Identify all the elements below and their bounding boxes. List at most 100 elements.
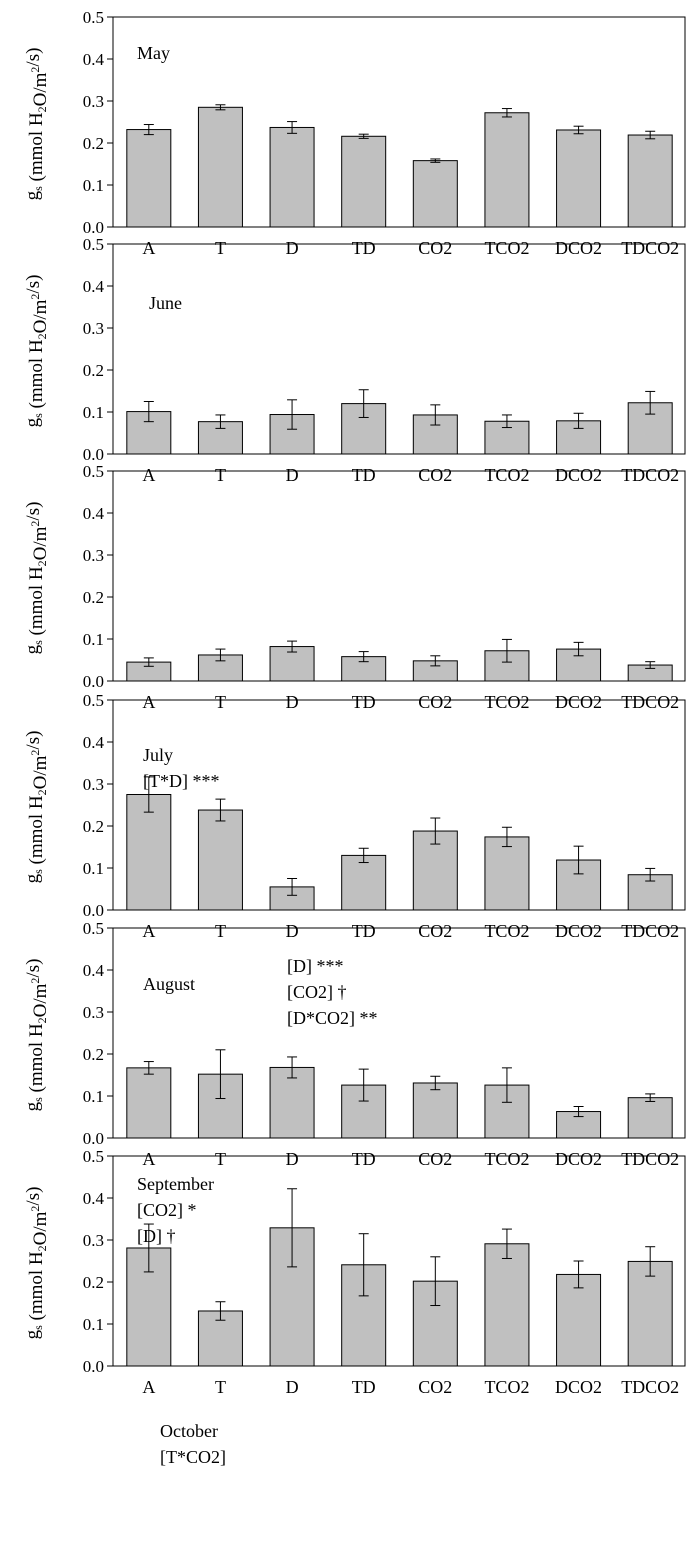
panel-6: 0.00.10.20.30.40.5A T D TD CO2 TCO2 DCO2 TDCO2O…	[22, 1147, 686, 1467]
error-bar-dco2	[573, 1260, 584, 1289]
panel-annotation: May	[137, 43, 170, 63]
category-label: TD	[352, 238, 376, 258]
y-tick-label: 0.4	[83, 50, 105, 69]
error-bar-t	[215, 648, 226, 662]
y-tick-label: 0.0	[83, 672, 104, 691]
bar-t	[197, 106, 243, 228]
category-label: DCO2	[555, 238, 602, 258]
error-bar-dco2	[573, 125, 584, 135]
category-label: DCO2	[555, 465, 602, 485]
panel-5: 0.00.10.20.30.40.5A T D TD CO2 TCO2 DCO2 TDCO2S…	[22, 919, 686, 1246]
y-tick-label: 0.4	[83, 961, 105, 980]
panel-annotation: [T*D] ***	[143, 771, 219, 791]
error-bar-td	[358, 389, 369, 418]
y-tick-label: 0.3	[83, 546, 104, 565]
error-bar-a	[143, 1223, 154, 1273]
panel-annotation: July	[143, 745, 173, 765]
error-bar-a	[143, 401, 154, 423]
error-bar-t	[215, 414, 226, 429]
y-tick-label: 0.5	[83, 919, 104, 938]
bar-tco2	[484, 1243, 530, 1367]
error-bar-co2	[430, 817, 441, 845]
category-label: TD	[352, 1149, 376, 1169]
bar-tco2	[484, 836, 530, 911]
plot-frame	[112, 699, 686, 911]
category-label: CO2	[418, 921, 452, 941]
y-tick-label: 0.0	[83, 218, 104, 237]
bar-tco2	[484, 112, 530, 228]
category-label: T	[215, 921, 226, 941]
y-tick-label: 0.2	[83, 361, 104, 380]
category-label: DCO2	[555, 1377, 602, 1397]
panel-annotation: [CO2] *	[137, 1200, 197, 1220]
y-axis-label: gs (mmol H2O/m2/s)	[22, 1187, 51, 1340]
error-bar-td	[358, 1068, 369, 1102]
bar-co2	[412, 1082, 458, 1139]
bar-td	[341, 854, 387, 911]
category-label: CO2	[418, 1377, 452, 1397]
y-tick-label: 0.5	[83, 1147, 104, 1166]
category-label: TDCO2	[621, 465, 679, 485]
category-label: T	[215, 1377, 226, 1397]
category-label: D	[286, 238, 299, 258]
y-tick-label: 0.1	[83, 630, 104, 649]
y-tick-label: 0.0	[83, 445, 104, 464]
error-bar-tdco2	[645, 390, 656, 415]
y-tick-label: 0.3	[83, 775, 104, 794]
bar-co2	[412, 1280, 458, 1367]
y-tick-label: 0.3	[83, 1231, 104, 1250]
error-bar-d	[287, 399, 298, 430]
bar-a	[126, 129, 172, 228]
bar-tdco2	[627, 134, 673, 228]
y-tick-label: 0.0	[83, 1129, 104, 1148]
bar-d	[269, 1066, 315, 1139]
category-label: A	[142, 692, 155, 712]
category-label: D	[286, 692, 299, 712]
y-tick-label: 0.2	[83, 817, 104, 836]
panel-2: 0.00.10.20.30.40.5A T D TD CO2 TCO2 DCO2 TDCO2J…	[22, 235, 686, 485]
error-bar-d	[287, 1056, 298, 1079]
error-bar-t	[215, 104, 226, 111]
y-tick-label: 0.2	[83, 134, 104, 153]
bar-tdco2	[627, 1097, 673, 1139]
category-label: D	[286, 1377, 299, 1397]
y-tick-label: 0.2	[83, 1045, 104, 1064]
category-label: TD	[352, 465, 376, 485]
panel-annotation: [T*CO2]	[160, 1447, 226, 1467]
error-bar-t	[215, 798, 226, 822]
y-tick-label: 0.4	[83, 733, 105, 752]
error-bar-tco2	[501, 826, 512, 848]
category-label: DCO2	[555, 1149, 602, 1169]
category-label: TD	[352, 1377, 376, 1397]
error-bar-a	[143, 124, 154, 136]
error-bar-dco2	[573, 641, 584, 657]
panel-1: 0.00.10.20.30.40.5A T D TD CO2 TCO2 DCO2 TDCO2M…	[22, 8, 686, 258]
category-label: TDCO2	[621, 238, 679, 258]
y-tick-label: 0.3	[83, 1003, 104, 1022]
category-label: TDCO2	[621, 692, 679, 712]
y-tick-label: 0.0	[83, 901, 104, 920]
error-bar-tdco2	[645, 867, 656, 882]
error-bar-d	[287, 121, 298, 134]
error-bar-tdco2	[645, 1246, 656, 1277]
panel-annotation: [D*CO2] **	[287, 1008, 378, 1028]
category-label: A	[142, 921, 155, 941]
error-bar-co2	[430, 158, 441, 163]
error-bar-d	[287, 878, 298, 896]
error-bar-co2	[430, 404, 441, 426]
category-label: CO2	[418, 692, 452, 712]
category-label: A	[142, 1149, 155, 1169]
plot-frame	[112, 16, 686, 228]
error-bar-td	[358, 1233, 369, 1297]
error-bar-co2	[430, 1256, 441, 1307]
bar-dco2	[556, 129, 602, 228]
category-label: T	[215, 1149, 226, 1169]
panel-annotation: [D] ***	[287, 956, 344, 976]
error-bar-tdco2	[645, 130, 656, 140]
panel-annotation: June	[149, 293, 182, 313]
plot-frame	[112, 470, 686, 682]
y-tick-label: 0.3	[83, 92, 104, 111]
plot-frame	[112, 927, 686, 1139]
error-bar-a	[143, 776, 154, 813]
y-tick-label: 0.2	[83, 1273, 104, 1292]
